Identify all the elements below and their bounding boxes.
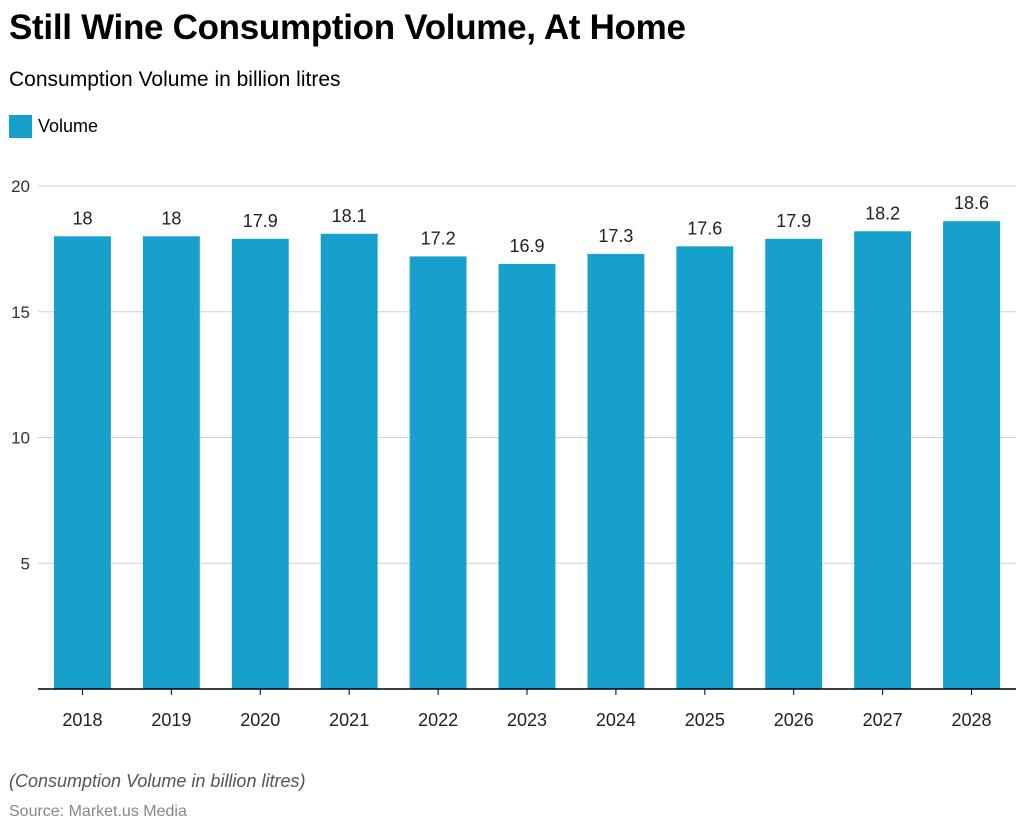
x-tick-label: 2019 xyxy=(151,710,191,730)
data-label: 17.3 xyxy=(598,226,633,246)
bar-2026 xyxy=(765,238,823,689)
data-label: 18 xyxy=(161,208,181,228)
bar-chart: 510152018201818201917.9202018.1202117.22… xyxy=(11,177,1016,730)
source-note: Source: Market.us Media xyxy=(9,803,187,820)
x-tick-label: 2022 xyxy=(418,710,458,730)
x-tick-label: 2020 xyxy=(240,710,280,730)
data-label: 17.9 xyxy=(243,211,278,231)
data-label: 18 xyxy=(72,208,92,228)
y-tick-label: 20 xyxy=(11,177,30,196)
bar-2021 xyxy=(320,233,378,689)
x-tick-label: 2023 xyxy=(507,710,547,730)
y-tick-label: 10 xyxy=(11,429,30,448)
bar-2028 xyxy=(943,221,1000,689)
chart-subtitle: Consumption Volume in billion litres xyxy=(9,68,341,91)
chart-title: Still Wine Consumption Volume, At Home xyxy=(9,8,686,47)
x-tick-label: 2018 xyxy=(62,710,102,730)
data-label: 18.2 xyxy=(865,203,900,223)
bar-2018 xyxy=(54,236,111,690)
y-tick-label: 15 xyxy=(11,303,30,322)
data-label: 17.6 xyxy=(687,218,722,238)
bar-2019 xyxy=(142,236,200,690)
bar-2027 xyxy=(854,231,912,689)
bar-2023 xyxy=(498,263,556,689)
legend-label-volume: Volume xyxy=(38,116,99,136)
x-tick-label: 2021 xyxy=(329,710,369,730)
legend-swatch xyxy=(9,115,32,138)
x-tick-label: 2027 xyxy=(863,710,903,730)
data-label: 17.9 xyxy=(776,211,811,231)
legend: Volume xyxy=(9,115,98,138)
data-label: 16.9 xyxy=(509,236,544,256)
x-tick-label: 2024 xyxy=(596,710,636,730)
data-label: 18.1 xyxy=(332,206,367,226)
footnote: (Consumption Volume in billion litres) xyxy=(9,771,306,791)
x-tick-label: 2026 xyxy=(774,710,814,730)
y-tick-label: 5 xyxy=(21,554,30,573)
data-label: 18.6 xyxy=(954,193,989,213)
data-label: 17.2 xyxy=(421,228,456,248)
x-tick-label: 2025 xyxy=(685,710,725,730)
x-tick-label: 2028 xyxy=(952,710,992,730)
bar-2020 xyxy=(231,238,289,689)
bar-2022 xyxy=(409,256,467,689)
bar-2025 xyxy=(676,246,734,690)
bar-2024 xyxy=(587,253,645,689)
